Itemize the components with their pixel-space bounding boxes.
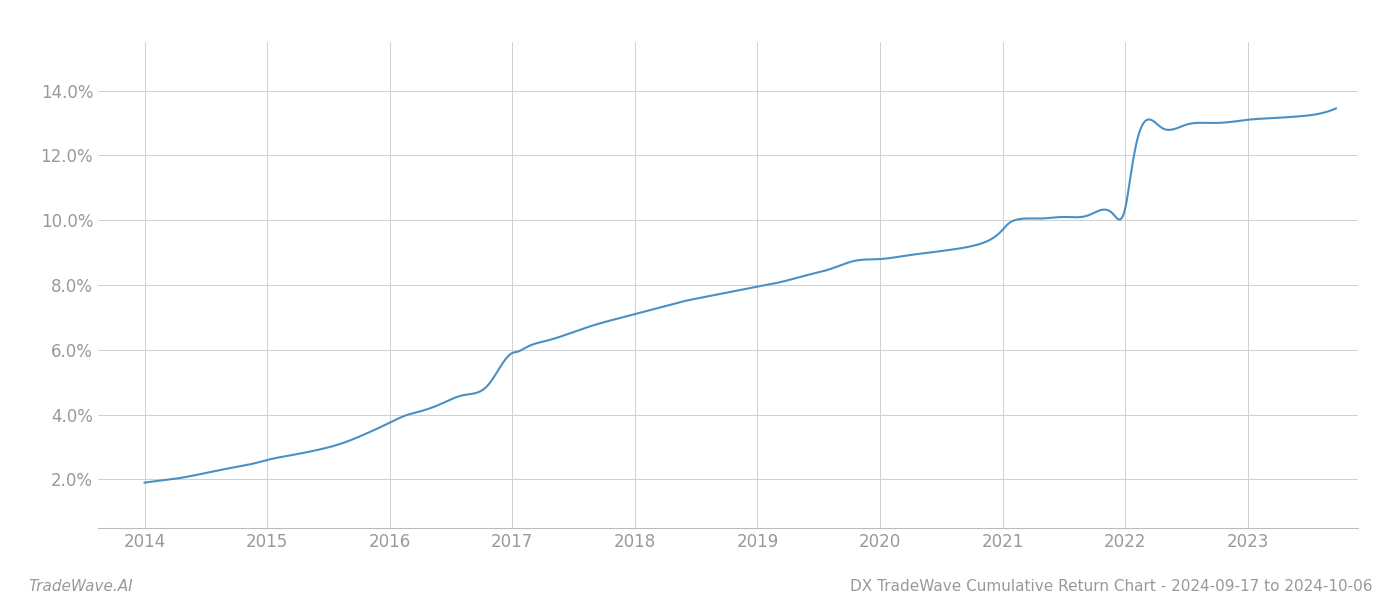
Text: DX TradeWave Cumulative Return Chart - 2024-09-17 to 2024-10-06: DX TradeWave Cumulative Return Chart - 2… (850, 579, 1372, 594)
Text: TradeWave.AI: TradeWave.AI (28, 579, 133, 594)
